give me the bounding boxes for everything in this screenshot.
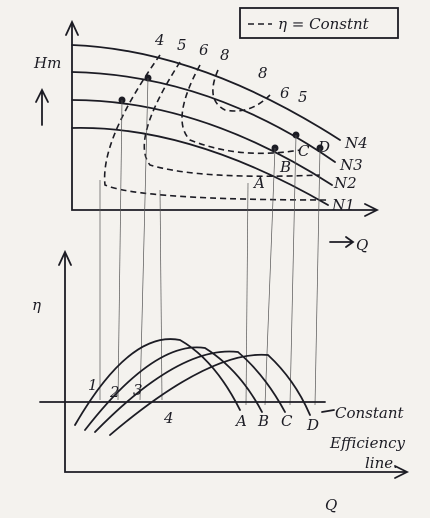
efficiency-label: 8 xyxy=(258,64,268,82)
efficiency-label: 5 xyxy=(298,88,308,106)
top-x-label: Q xyxy=(356,236,368,254)
bottom-y-label: η xyxy=(32,296,41,314)
point-label: A xyxy=(252,174,265,192)
efficiency-label: 4 xyxy=(154,31,165,49)
curve-label: N3 xyxy=(339,156,363,174)
efficiency-label: 6 xyxy=(199,41,209,59)
bottom-x-label: Q xyxy=(325,496,337,514)
point-label: B xyxy=(257,412,269,430)
legend-text: η = Constnt xyxy=(278,15,370,33)
annotation: Constant xyxy=(335,404,404,422)
efficiency-label: 8 xyxy=(220,46,230,64)
curve-label: 2 xyxy=(109,383,120,401)
curve-label: 4 xyxy=(163,409,174,427)
point-label: C xyxy=(298,142,310,160)
point-label: A xyxy=(234,412,247,430)
curve-label: N4 xyxy=(344,134,368,152)
diagram: η = Constnt Hm Q 4 5 6 8 8 6 5 N4 N3 N2 … xyxy=(0,0,430,518)
point-label: B xyxy=(279,158,291,176)
point-label: D xyxy=(317,138,330,156)
efficiency-label: 6 xyxy=(280,84,290,102)
annotation: line. xyxy=(365,454,398,472)
annotation: Efficiency xyxy=(329,434,406,452)
curve-label: N1 xyxy=(331,196,355,214)
curve-label: N2 xyxy=(333,174,357,192)
efficiency-label: 5 xyxy=(177,36,187,54)
point-label: C xyxy=(281,412,293,430)
curve-label: 3 xyxy=(133,381,143,399)
top-y-label: Hm xyxy=(33,54,61,72)
curve-label: 1 xyxy=(88,376,98,394)
point-label: D xyxy=(306,416,319,434)
